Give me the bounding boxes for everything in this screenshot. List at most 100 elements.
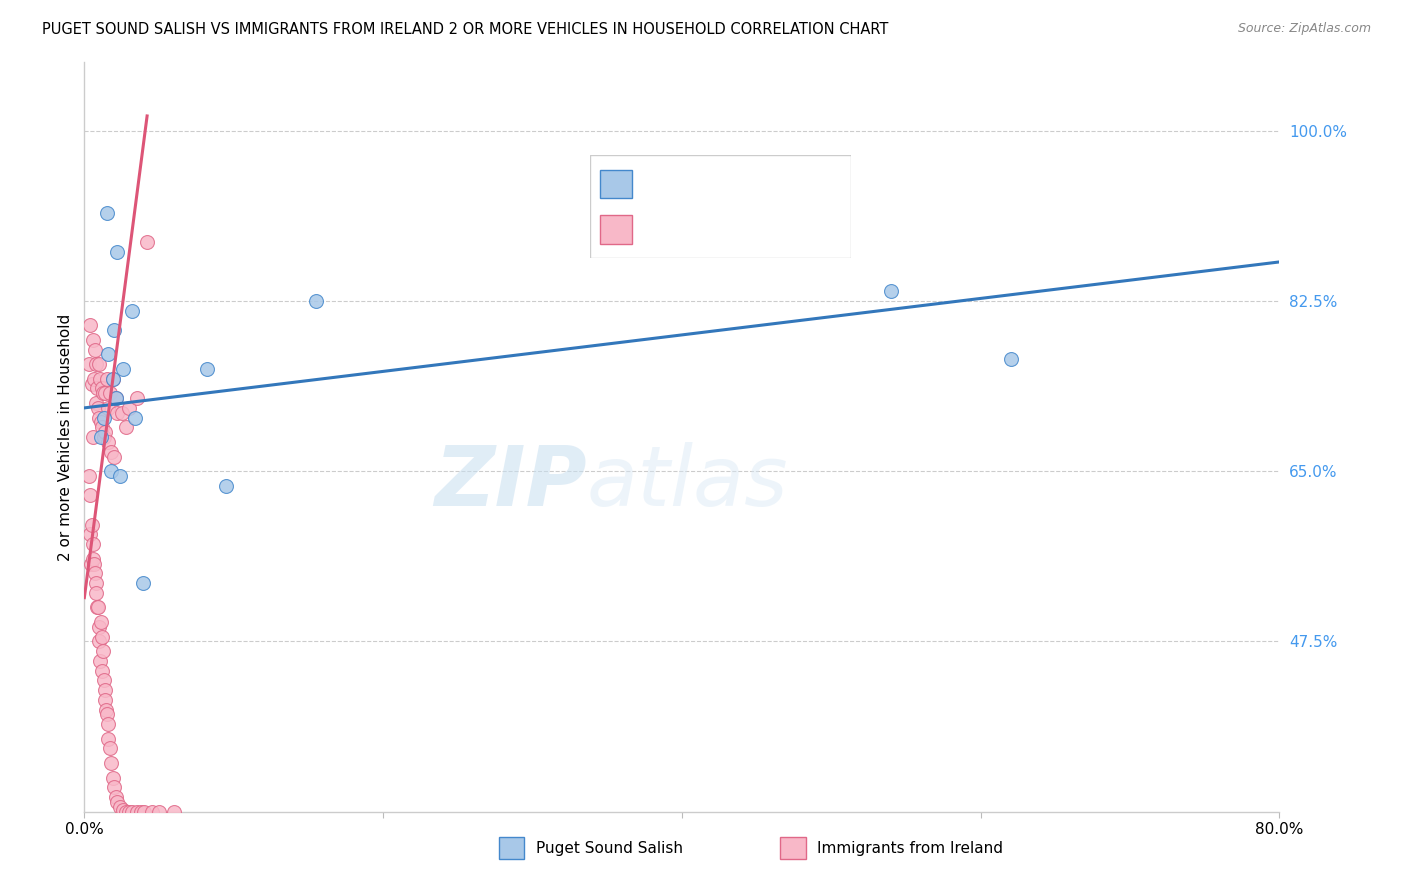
- Point: [105, 245, 128, 260]
- Point: [195, 362, 218, 376]
- Point: [86, 381, 108, 395]
- Point: [80, 517, 103, 532]
- Point: [98, 741, 121, 756]
- Point: [103, 323, 125, 337]
- Point: [79, 488, 101, 502]
- Point: [93, 430, 115, 444]
- Point: [103, 780, 125, 795]
- Point: [80, 557, 103, 571]
- Point: [103, 450, 125, 464]
- Point: [1000, 352, 1022, 367]
- Point: [105, 406, 128, 420]
- Point: [124, 410, 146, 425]
- Point: [89, 410, 111, 425]
- Point: [110, 469, 132, 483]
- Point: [136, 235, 159, 250]
- Point: [97, 731, 120, 746]
- Point: [91, 420, 114, 434]
- Point: [91, 630, 114, 644]
- Text: Immigrants from Ireland: Immigrants from Ireland: [817, 840, 1002, 855]
- Point: [83, 566, 105, 581]
- Point: [90, 416, 112, 430]
- Point: [90, 664, 112, 678]
- Point: [96, 372, 118, 386]
- Point: [97, 347, 120, 361]
- Point: [305, 293, 328, 308]
- Point: [89, 372, 111, 386]
- Point: [77, 469, 100, 483]
- Point: [100, 444, 122, 458]
- Point: [94, 702, 117, 716]
- Point: [148, 805, 170, 819]
- Point: [89, 654, 111, 668]
- Point: [96, 206, 118, 220]
- Point: [215, 479, 238, 493]
- Point: [96, 434, 118, 449]
- Point: [86, 357, 108, 371]
- Point: [83, 343, 105, 357]
- Point: [97, 401, 120, 415]
- Point: [96, 717, 118, 731]
- Text: R = 0.284   N = 26: R = 0.284 N = 26: [643, 177, 794, 192]
- Point: [111, 406, 134, 420]
- Point: [87, 600, 110, 615]
- Bar: [600, 169, 631, 198]
- Point: [112, 803, 135, 817]
- Point: [79, 527, 101, 541]
- Point: [86, 600, 108, 615]
- Point: [132, 805, 156, 819]
- Point: [110, 800, 132, 814]
- Point: [115, 805, 138, 819]
- Point: [82, 537, 104, 551]
- Point: [90, 430, 112, 444]
- Text: atlas: atlas: [586, 442, 787, 523]
- Text: PUGET SOUND SALISH VS IMMIGRANTS FROM IRELAND 2 OR MORE VEHICLES IN HOUSEHOLD CO: PUGET SOUND SALISH VS IMMIGRANTS FROM IR…: [42, 22, 889, 37]
- Point: [86, 586, 108, 600]
- Point: [121, 303, 143, 318]
- Point: [80, 376, 103, 391]
- Point: [90, 615, 112, 629]
- Point: [101, 372, 124, 386]
- Point: [141, 805, 163, 819]
- Point: [84, 576, 107, 591]
- Point: [131, 576, 153, 591]
- Point: [83, 557, 105, 571]
- Point: [101, 771, 124, 785]
- Point: [93, 683, 115, 698]
- Point: [100, 756, 122, 770]
- Point: [104, 391, 127, 405]
- Point: [101, 372, 124, 386]
- Point: [84, 396, 107, 410]
- Point: [98, 386, 121, 401]
- Point: [87, 401, 110, 415]
- Y-axis label: 2 or more Vehicles in Household: 2 or more Vehicles in Household: [58, 313, 73, 561]
- Point: [112, 362, 135, 376]
- Point: [105, 795, 128, 809]
- Point: [91, 386, 114, 401]
- Point: [94, 693, 117, 707]
- Point: [118, 805, 141, 819]
- FancyBboxPatch shape: [591, 155, 852, 258]
- Point: [100, 464, 122, 478]
- Point: [880, 284, 903, 298]
- Text: Puget Sound Salish: Puget Sound Salish: [536, 840, 683, 855]
- Point: [118, 401, 141, 415]
- Text: ZIP: ZIP: [433, 442, 586, 523]
- Bar: [600, 215, 631, 244]
- Point: [79, 318, 101, 333]
- Point: [82, 430, 104, 444]
- Text: Source: ZipAtlas.com: Source: ZipAtlas.com: [1237, 22, 1371, 36]
- Point: [93, 673, 115, 688]
- Point: [93, 410, 115, 425]
- Point: [104, 790, 127, 805]
- Point: [83, 372, 105, 386]
- Text: R = 0.575   N = 79: R = 0.575 N = 79: [643, 222, 794, 236]
- Point: [90, 381, 112, 395]
- Point: [121, 805, 143, 819]
- Point: [87, 620, 110, 634]
- Point: [87, 357, 110, 371]
- Point: [115, 420, 138, 434]
- Point: [125, 805, 148, 819]
- Point: [125, 391, 148, 405]
- Point: [93, 386, 115, 401]
